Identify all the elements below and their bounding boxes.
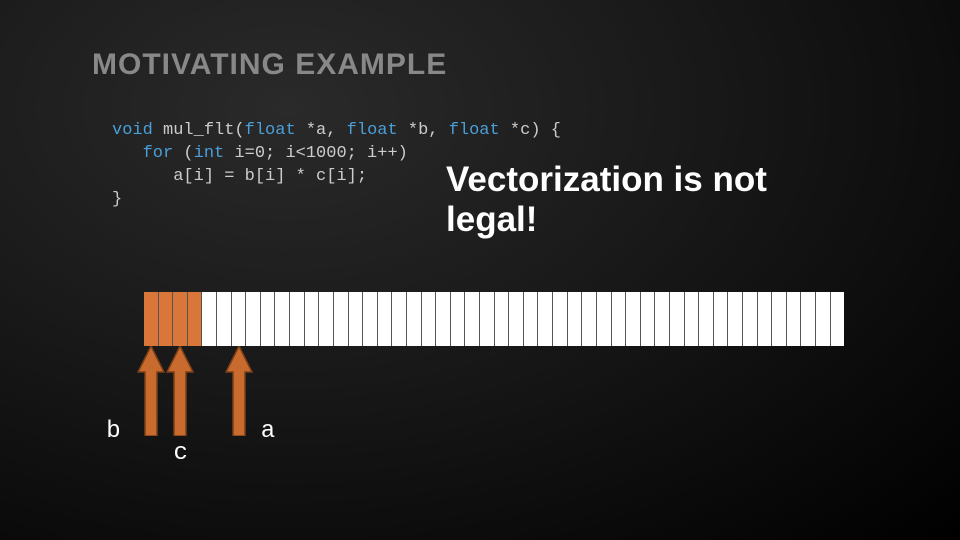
memory-cell bbox=[685, 292, 700, 346]
memory-cell bbox=[714, 292, 729, 346]
memory-cell bbox=[436, 292, 451, 346]
memory-cell bbox=[451, 292, 466, 346]
callout-line2: legal! bbox=[446, 200, 767, 240]
callout-text: Vectorization is not legal! bbox=[446, 160, 767, 241]
memory-cell bbox=[641, 292, 656, 346]
memory-cell bbox=[144, 292, 159, 346]
memory-cell bbox=[290, 292, 305, 346]
memory-cell bbox=[582, 292, 597, 346]
arrow-a bbox=[224, 346, 254, 436]
code-kw: void bbox=[112, 121, 153, 140]
code-text: mul_flt( bbox=[153, 121, 245, 140]
memory-cell bbox=[758, 292, 773, 346]
pointer-label-a: a bbox=[261, 418, 275, 445]
memory-cell bbox=[334, 292, 349, 346]
arrow-b bbox=[136, 346, 166, 436]
code-text: } bbox=[112, 190, 122, 209]
code-text: a[i] = b[i] * c[i]; bbox=[112, 167, 367, 186]
memory-cell bbox=[538, 292, 553, 346]
memory-cell bbox=[422, 292, 437, 346]
callout-line1: Vectorization is not bbox=[446, 160, 767, 200]
memory-cell bbox=[465, 292, 480, 346]
slide-title: MOTIVATING EXAMPLE bbox=[92, 48, 447, 82]
memory-cell bbox=[407, 292, 422, 346]
code-text: ( bbox=[173, 144, 193, 163]
memory-cell bbox=[568, 292, 583, 346]
memory-cell bbox=[188, 292, 203, 346]
pointer-label-b: b bbox=[106, 418, 120, 445]
memory-cell bbox=[217, 292, 232, 346]
memory-cell bbox=[232, 292, 247, 346]
memory-cell bbox=[480, 292, 495, 346]
memory-cell bbox=[816, 292, 831, 346]
code-kw: float bbox=[449, 121, 500, 140]
memory-cell bbox=[305, 292, 320, 346]
code-text: i=0; i<1000; i++) bbox=[224, 144, 408, 163]
memory-cell bbox=[173, 292, 188, 346]
memory-cell bbox=[831, 292, 845, 346]
memory-cell bbox=[597, 292, 612, 346]
code-text: *b, bbox=[398, 121, 449, 140]
memory-cell bbox=[509, 292, 524, 346]
memory-cell bbox=[202, 292, 217, 346]
memory-cell bbox=[699, 292, 714, 346]
memory-cell bbox=[787, 292, 802, 346]
code-kw: int bbox=[194, 144, 225, 163]
code-kw: float bbox=[347, 121, 398, 140]
memory-cell bbox=[626, 292, 641, 346]
memory-bar bbox=[144, 292, 844, 346]
code-kw: for bbox=[143, 144, 174, 163]
memory-cell bbox=[553, 292, 568, 346]
code-text: *a, bbox=[296, 121, 347, 140]
memory-cell bbox=[159, 292, 174, 346]
memory-cell bbox=[670, 292, 685, 346]
memory-cell bbox=[261, 292, 276, 346]
code-text bbox=[112, 144, 143, 163]
memory-cell bbox=[392, 292, 407, 346]
memory-cell bbox=[246, 292, 261, 346]
memory-cell bbox=[349, 292, 364, 346]
memory-cell bbox=[655, 292, 670, 346]
memory-cell bbox=[495, 292, 510, 346]
arrow-c bbox=[165, 346, 195, 436]
memory-cell bbox=[363, 292, 378, 346]
memory-cell bbox=[728, 292, 743, 346]
memory-cell bbox=[319, 292, 334, 346]
memory-cell bbox=[612, 292, 627, 346]
code-text: *c) { bbox=[500, 121, 561, 140]
memory-cell bbox=[772, 292, 787, 346]
memory-cell bbox=[743, 292, 758, 346]
code-kw: float bbox=[245, 121, 296, 140]
memory-cell bbox=[524, 292, 539, 346]
pointer-label-c: c bbox=[173, 440, 187, 467]
memory-cell bbox=[378, 292, 393, 346]
memory-cell bbox=[801, 292, 816, 346]
memory-cell bbox=[275, 292, 290, 346]
